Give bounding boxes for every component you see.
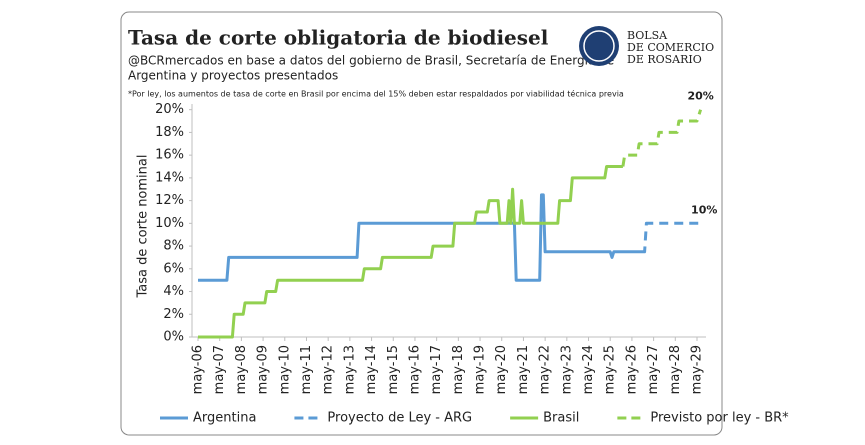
x-tick-label: may-22	[538, 345, 553, 394]
legend-label: Brasil	[543, 411, 579, 426]
x-tick-label: may-24	[581, 345, 596, 394]
x-tick-label: may-13	[342, 345, 357, 394]
legend-label: Argentina	[193, 411, 256, 426]
x-tick-label: may-16	[407, 345, 422, 394]
x-tick-label: may-11	[299, 345, 314, 394]
x-tick-label: may-23	[559, 345, 574, 394]
y-tick-label: 18%	[155, 125, 184, 140]
y-tick-label: 12%	[155, 193, 184, 208]
chart-title: Tasa de corte obligatoria de biodiesel	[128, 26, 549, 50]
logo-emblem	[579, 26, 619, 66]
y-tick-label: 6%	[163, 261, 184, 276]
series-line	[198, 165, 623, 339]
x-tick-label: may-08	[234, 345, 249, 394]
x-tick-label: may-26	[624, 345, 639, 394]
annotation: 10%	[691, 203, 717, 216]
y-axis-title: Tasa de corte nominal	[136, 155, 151, 299]
x-tick-label: may-14	[364, 345, 379, 394]
series-line	[641, 221, 705, 254]
y-tick-label: 2%	[163, 307, 184, 322]
y-tick-label: 10%	[155, 216, 184, 231]
logo-text: DE ROSARIO	[627, 53, 702, 66]
series-line	[621, 109, 703, 167]
x-tick-label: may-25	[603, 345, 618, 394]
x-tick-label: may-18	[451, 345, 466, 394]
logo-text: BOLSA	[627, 29, 668, 42]
y-tick-label: 4%	[163, 284, 184, 299]
subtitle: @BCRmercados en base a datos del gobiern…	[128, 54, 614, 68]
x-tick-label: may-09	[256, 345, 271, 394]
logo: BOLSA DE COMERCIO DE ROSARIO	[579, 26, 714, 66]
annotation: 20%	[687, 90, 713, 103]
x-tick-label: may-20	[494, 345, 509, 394]
x-tick-label: may-07	[212, 345, 227, 394]
series-line	[198, 193, 641, 282]
x-tick-label: may-29	[690, 345, 705, 394]
y-tick-label: 14%	[155, 170, 184, 185]
x-tick-label: may-15	[386, 345, 401, 394]
logo-text: DE COMERCIO	[627, 41, 714, 54]
x-tick-label: may-12	[321, 345, 336, 394]
y-tick-label: 20%	[155, 102, 184, 117]
y-tick-label: 16%	[155, 148, 184, 163]
subtitle: Argentina y proyectos presentados	[128, 69, 338, 83]
x-tick-label: may-19	[473, 345, 488, 394]
x-tick-label: may-17	[429, 345, 444, 394]
note: *Por ley, los aumentos de tasa de corte …	[128, 89, 624, 99]
x-tick-label: may-10	[277, 345, 292, 394]
logo-emblem	[583, 30, 615, 62]
legend-label: Proyecto de Ley - ARG	[327, 411, 472, 426]
x-tick-label: may-27	[646, 345, 661, 394]
x-tick-label: may-06	[191, 345, 206, 394]
x-tick-label: may-28	[668, 345, 683, 394]
legend-label: Previsto por ley - BR*	[650, 411, 789, 426]
x-tick-label: may-21	[516, 345, 531, 394]
y-tick-label: 8%	[163, 239, 184, 254]
y-tick-label: 0%	[163, 330, 184, 345]
